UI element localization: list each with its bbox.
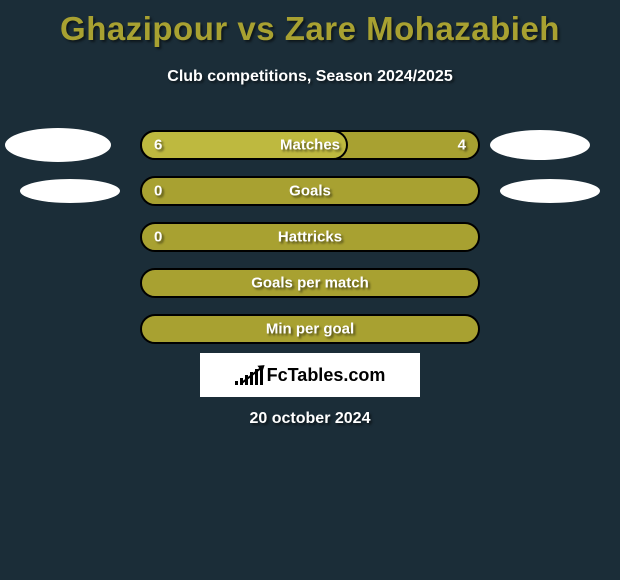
side-ellipse-icon bbox=[500, 179, 600, 203]
page-subtitle: Club competitions, Season 2024/2025 bbox=[0, 68, 620, 86]
stat-bar: Goals per match bbox=[140, 268, 480, 298]
stat-bar-label: Hattricks bbox=[142, 229, 478, 246]
stat-bar: Hattricks0 bbox=[140, 222, 480, 252]
site-logo: FcTables.com bbox=[235, 365, 386, 386]
page-title: Ghazipour vs Zare Mohazabieh bbox=[0, 0, 620, 48]
stat-bar-label: Goals bbox=[142, 183, 478, 200]
logo-text: FcTables.com bbox=[267, 365, 386, 386]
stat-row: Hattricks0 bbox=[0, 214, 620, 260]
logo-bar-icon bbox=[235, 381, 238, 385]
stat-bar: Goals0 bbox=[140, 176, 480, 206]
stat-row: Goals0 bbox=[0, 168, 620, 214]
stat-bar-left-value: 0 bbox=[154, 229, 162, 246]
stat-bar-label: Min per goal bbox=[142, 321, 478, 338]
side-ellipse-icon bbox=[490, 130, 590, 160]
stat-bar-right-value: 4 bbox=[458, 137, 466, 154]
stat-bar-left-value: 0 bbox=[154, 183, 162, 200]
stat-row: Matches6 4 bbox=[0, 122, 620, 168]
stat-bar: Matches6 4 bbox=[140, 130, 480, 160]
stat-bar-left-value: 6 bbox=[154, 137, 162, 154]
stat-row: Min per goal bbox=[0, 306, 620, 352]
date-line: 20 october 2024 bbox=[0, 410, 620, 428]
logo-bars-icon bbox=[235, 365, 263, 385]
stat-bar-label: Matches bbox=[142, 137, 478, 154]
stats-rows-container: Matches64Goals0Hattricks0Goals per match… bbox=[0, 122, 620, 352]
side-ellipse-icon bbox=[5, 128, 111, 162]
stat-row: Goals per match bbox=[0, 260, 620, 306]
site-logo-box: FcTables.com bbox=[200, 353, 420, 397]
side-ellipse-icon bbox=[20, 179, 120, 203]
stat-bar-label: Goals per match bbox=[142, 275, 478, 292]
stat-bar: Min per goal bbox=[140, 314, 480, 344]
